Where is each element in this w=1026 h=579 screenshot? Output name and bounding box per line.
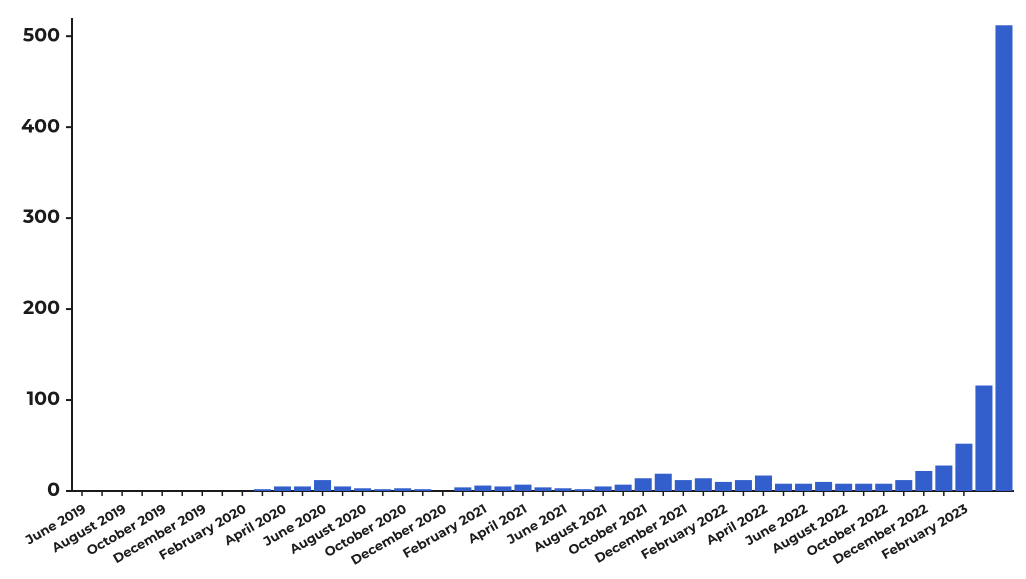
bar — [975, 385, 992, 491]
bar-chart: 0100200300400500June 2019August 2019Octo… — [0, 0, 1026, 579]
bar — [815, 482, 832, 491]
bar — [374, 489, 391, 491]
bar — [274, 486, 291, 491]
y-tick-label: 100 — [27, 387, 60, 410]
bar — [394, 488, 411, 491]
y-tick-label: 300 — [22, 205, 60, 228]
bar — [995, 25, 1012, 491]
bar — [555, 488, 572, 491]
bar — [795, 484, 812, 491]
bar — [675, 480, 692, 491]
y-tick-label: 400 — [21, 114, 60, 137]
bar — [695, 478, 712, 491]
bar — [334, 486, 351, 491]
bar — [514, 485, 531, 491]
bar — [294, 486, 311, 491]
bar — [354, 488, 371, 491]
bar — [635, 478, 652, 491]
bar — [835, 484, 852, 491]
bar — [775, 484, 792, 491]
bar — [755, 476, 772, 491]
bar — [534, 487, 551, 491]
bar — [855, 484, 872, 491]
bar — [735, 480, 752, 491]
bar — [915, 471, 932, 491]
bar — [875, 484, 892, 491]
bar — [494, 486, 511, 491]
bar — [575, 489, 592, 491]
bar — [935, 466, 952, 491]
bar — [454, 487, 471, 491]
bar — [595, 486, 612, 491]
y-tick-label: 0 — [47, 478, 60, 501]
bar — [655, 474, 672, 491]
bar — [955, 444, 972, 491]
bar — [715, 482, 732, 491]
bar — [314, 480, 331, 491]
bar — [474, 486, 491, 491]
y-tick-label: 500 — [23, 23, 60, 46]
bar — [254, 489, 271, 491]
bar — [615, 485, 632, 491]
bar — [414, 489, 431, 491]
bar — [895, 480, 912, 491]
y-tick-label: 200 — [23, 296, 60, 319]
